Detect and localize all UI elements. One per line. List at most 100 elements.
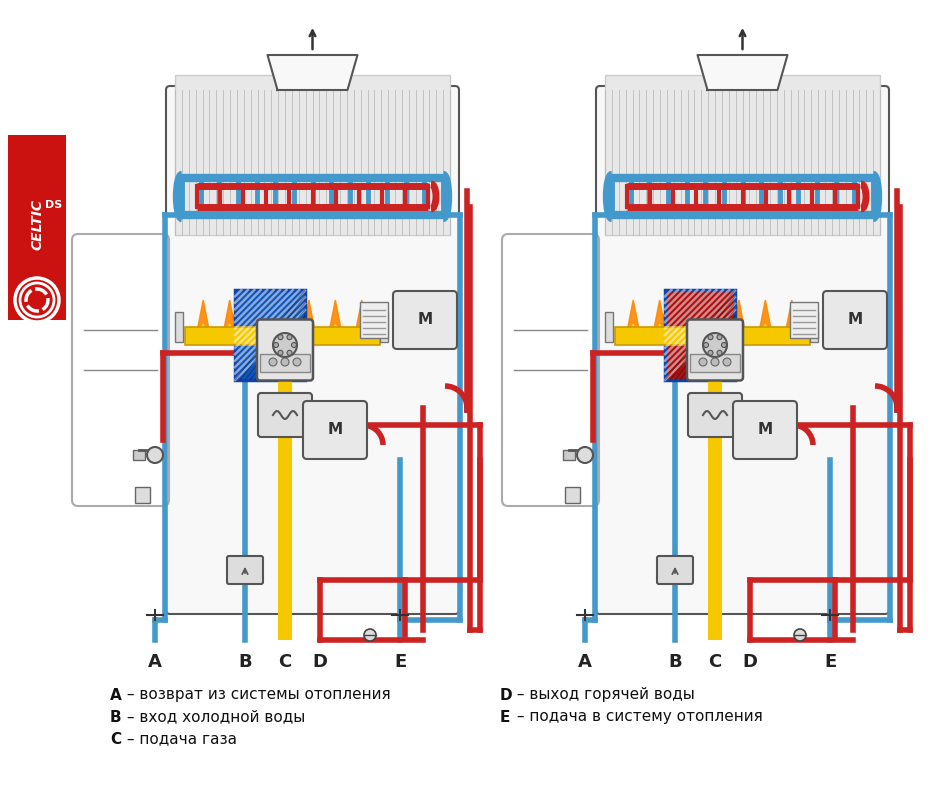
- FancyBboxPatch shape: [596, 86, 889, 614]
- FancyBboxPatch shape: [257, 319, 313, 381]
- Text: C: C: [708, 653, 721, 671]
- Polygon shape: [703, 300, 722, 340]
- Polygon shape: [268, 55, 357, 90]
- FancyBboxPatch shape: [657, 556, 693, 584]
- Text: M: M: [847, 313, 863, 327]
- Circle shape: [721, 342, 727, 347]
- Text: – подача газа: – подача газа: [122, 731, 237, 746]
- Bar: [135, 487, 150, 503]
- Text: B: B: [238, 653, 252, 671]
- Text: C: C: [278, 653, 292, 671]
- Bar: [380, 312, 388, 342]
- Bar: [605, 75, 880, 235]
- Polygon shape: [783, 300, 801, 340]
- Polygon shape: [654, 324, 665, 338]
- Text: E: E: [394, 653, 406, 671]
- Bar: [810, 312, 818, 342]
- Polygon shape: [707, 324, 717, 338]
- Bar: [360, 302, 388, 338]
- Polygon shape: [730, 300, 748, 340]
- Polygon shape: [330, 324, 341, 338]
- Polygon shape: [198, 324, 208, 338]
- Text: – вход холодной воды: – вход холодной воды: [122, 710, 305, 725]
- Circle shape: [708, 334, 713, 340]
- Circle shape: [711, 358, 719, 366]
- Polygon shape: [224, 324, 235, 338]
- Circle shape: [723, 358, 731, 366]
- Circle shape: [291, 342, 297, 347]
- Bar: [185, 327, 380, 345]
- Circle shape: [273, 342, 278, 347]
- Text: A: A: [578, 653, 592, 671]
- FancyBboxPatch shape: [72, 234, 169, 506]
- Text: M: M: [417, 313, 433, 327]
- Polygon shape: [676, 300, 695, 340]
- Polygon shape: [251, 324, 261, 338]
- Text: A: A: [148, 653, 162, 671]
- Circle shape: [278, 334, 283, 340]
- Circle shape: [287, 334, 292, 340]
- FancyBboxPatch shape: [258, 393, 312, 437]
- Polygon shape: [787, 324, 797, 338]
- Bar: [235, 290, 305, 380]
- Bar: [665, 290, 735, 380]
- Text: – возврат из системы отопления: – возврат из системы отопления: [122, 687, 391, 702]
- Bar: [790, 302, 818, 338]
- Text: C: C: [110, 731, 121, 746]
- Bar: [175, 75, 450, 235]
- Text: D: D: [743, 653, 758, 671]
- Text: E: E: [824, 653, 836, 671]
- Circle shape: [794, 629, 806, 641]
- Text: DS: DS: [46, 200, 63, 210]
- Text: – подача в систему отопления: – подача в систему отопления: [512, 710, 763, 725]
- Polygon shape: [624, 300, 643, 340]
- Text: D: D: [500, 687, 512, 702]
- Circle shape: [293, 358, 301, 366]
- Polygon shape: [247, 300, 265, 340]
- FancyBboxPatch shape: [823, 291, 887, 349]
- Polygon shape: [756, 300, 774, 340]
- Text: B: B: [668, 653, 682, 671]
- Bar: [563, 450, 575, 460]
- FancyBboxPatch shape: [227, 556, 263, 584]
- Circle shape: [281, 358, 289, 366]
- Polygon shape: [327, 300, 344, 340]
- FancyBboxPatch shape: [687, 319, 743, 381]
- Polygon shape: [733, 324, 745, 338]
- Circle shape: [703, 342, 708, 347]
- Circle shape: [699, 358, 707, 366]
- Bar: [175, 312, 183, 342]
- Circle shape: [717, 334, 722, 340]
- Bar: [133, 450, 145, 460]
- FancyBboxPatch shape: [733, 401, 797, 459]
- Text: D: D: [313, 653, 327, 671]
- FancyBboxPatch shape: [688, 393, 742, 437]
- Circle shape: [287, 350, 292, 355]
- Polygon shape: [299, 300, 318, 340]
- Polygon shape: [698, 55, 787, 90]
- Circle shape: [364, 629, 376, 641]
- Bar: [8, 135, 66, 320]
- Bar: [565, 487, 580, 503]
- Circle shape: [273, 333, 297, 357]
- FancyBboxPatch shape: [166, 86, 459, 614]
- Bar: [260, 354, 310, 372]
- Text: B: B: [110, 710, 121, 725]
- Polygon shape: [650, 300, 669, 340]
- Polygon shape: [194, 300, 213, 340]
- Polygon shape: [628, 324, 638, 338]
- Polygon shape: [303, 324, 314, 338]
- Text: E: E: [500, 710, 510, 725]
- Bar: [690, 354, 740, 372]
- Circle shape: [269, 358, 277, 366]
- Text: A: A: [110, 687, 121, 702]
- FancyBboxPatch shape: [393, 291, 457, 349]
- Text: CELTIC: CELTIC: [30, 199, 44, 250]
- Circle shape: [703, 333, 727, 357]
- Text: M: M: [758, 422, 773, 438]
- Bar: [615, 327, 810, 345]
- Circle shape: [15, 278, 59, 322]
- Text: M: M: [327, 422, 342, 438]
- Circle shape: [708, 350, 713, 355]
- Polygon shape: [760, 324, 771, 338]
